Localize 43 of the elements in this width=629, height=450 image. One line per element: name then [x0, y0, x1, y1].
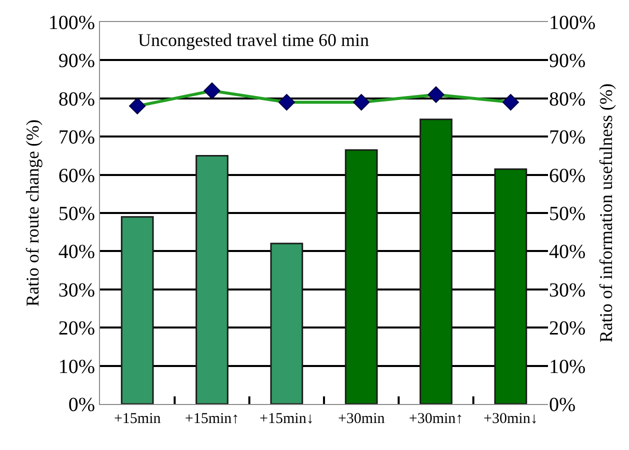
y2-tick-label: 30% [549, 279, 586, 302]
y2-axis-title: Ratio of information usefulness (%) [596, 84, 616, 342]
y-tick-label: 100% [48, 12, 95, 34]
x-tick-label: +15min↑ [184, 411, 240, 427]
y-tick-label: 20% [58, 318, 95, 340]
point [204, 82, 220, 100]
y2-tick-label: 90% [549, 50, 586, 72]
y-tick-label: 10% [58, 356, 95, 378]
y2-tick-label: 20% [549, 318, 586, 340]
y2-tick-label: 100% [549, 12, 596, 34]
y-tick-label: 80% [58, 88, 95, 110]
y-tick-label: 90% [58, 50, 95, 72]
y2-tick-label: 70% [549, 126, 586, 149]
x-tick-label: +30min [338, 411, 386, 427]
annotation: Uncongested travel time 60 min [138, 30, 369, 50]
bar [196, 154, 228, 404]
x-tick-label: +15min [114, 411, 162, 427]
y2-tick-label: 0% [549, 394, 576, 416]
point [428, 86, 444, 103]
bar [344, 149, 378, 404]
y-tick-label: 0% [68, 394, 95, 416]
point [502, 94, 519, 111]
bar [120, 216, 154, 404]
x-tick-label: +30min↑ [408, 411, 464, 427]
y-tick-label: 60% [58, 164, 95, 187]
point [129, 98, 146, 114]
y-axis-title: Ratio of route change (%) [22, 120, 43, 306]
point [353, 94, 370, 111]
x-tick-label: +15min↓ [260, 411, 314, 427]
y2-tick-label: 40% [549, 241, 586, 264]
y-tick-label: 70% [58, 126, 95, 149]
bar [494, 168, 528, 404]
y-tick-label: 50% [58, 203, 95, 225]
bar [270, 242, 304, 404]
y2-tick-label: 80% [549, 88, 586, 110]
y2-tick-label: 10% [549, 356, 586, 378]
point [278, 94, 295, 111]
y2-tick-label: 60% [549, 164, 586, 187]
bar [420, 118, 452, 404]
y-tick-label: 30% [58, 279, 95, 302]
x-tick-label: +30min↓ [484, 411, 538, 427]
y-tick-label: 40% [58, 241, 95, 264]
y2-tick-label: 50% [549, 203, 586, 225]
